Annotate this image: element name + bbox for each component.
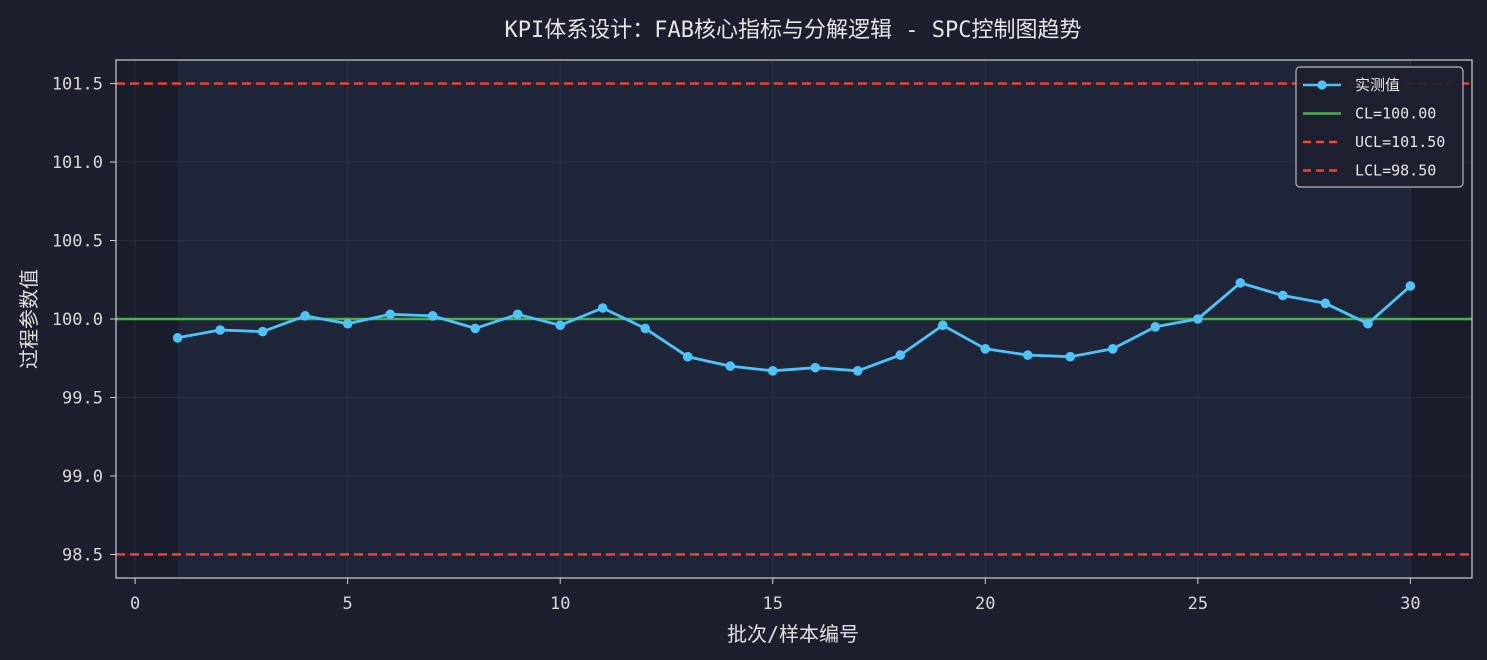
data-point xyxy=(937,320,948,331)
data-point xyxy=(257,326,268,337)
legend-marker xyxy=(1317,80,1327,90)
legend-label: LCL=98.50 xyxy=(1355,162,1436,180)
data-point xyxy=(640,323,651,334)
data-point xyxy=(980,344,991,354)
data-point xyxy=(1320,298,1331,309)
data-point xyxy=(810,362,821,373)
legend-box xyxy=(1295,66,1464,188)
x-axis-label: 批次/样本编号 xyxy=(727,622,859,646)
data-point xyxy=(1108,344,1118,354)
data-point xyxy=(895,350,906,360)
x-tick-label: 30 xyxy=(1400,594,1420,614)
x-tick-label: 0 xyxy=(130,594,140,614)
y-tick-label: 101.0 xyxy=(52,153,103,173)
data-point xyxy=(1235,278,1246,288)
y-axis-label: 过程参数值 xyxy=(17,269,41,369)
data-point xyxy=(427,311,438,321)
legend-label: 实测值 xyxy=(1355,76,1400,94)
plot-area xyxy=(115,59,1473,579)
y-tick-label: 99.5 xyxy=(62,388,103,408)
y-tick-label: 101.5 xyxy=(52,75,103,95)
data-point xyxy=(215,325,225,335)
data-point xyxy=(512,309,523,320)
data-point xyxy=(1193,314,1203,324)
data-point xyxy=(1405,281,1416,291)
y-tick-label: 98.5 xyxy=(62,545,103,565)
data-point xyxy=(342,318,353,329)
y-tick-label: 99.0 xyxy=(62,467,103,487)
y-tick-label: 100.5 xyxy=(52,232,103,252)
x-tick-label: 5 xyxy=(343,594,353,614)
x-tick-label: 25 xyxy=(1188,594,1208,614)
data-point xyxy=(1150,322,1161,332)
data-point xyxy=(1022,350,1033,360)
data-point xyxy=(555,320,566,331)
data-point xyxy=(1363,318,1373,329)
data-point xyxy=(172,333,183,343)
data-point xyxy=(385,309,395,320)
y-axis-ticks: 98.5 99.0 99.5 100.0 100.5 101.0 101.5 xyxy=(52,75,116,565)
x-tick-label: 10 xyxy=(550,594,570,614)
data-point xyxy=(300,311,310,321)
data-point xyxy=(852,366,863,376)
control-lines xyxy=(116,82,1472,556)
data-point xyxy=(767,366,778,376)
legend: 实测值 CL=100.00 UCL=101.50 LCL=98.50 xyxy=(1295,66,1464,188)
legend-label: UCL=101.50 xyxy=(1355,133,1445,151)
data-point xyxy=(1065,351,1076,362)
data-point xyxy=(470,323,480,334)
legend-label: CL=100.00 xyxy=(1355,105,1436,123)
x-tick-label: 20 xyxy=(975,594,995,614)
x-tick-label: 15 xyxy=(763,594,783,614)
data-point xyxy=(1278,290,1288,301)
data-point xyxy=(725,361,736,371)
chart-title: KPI体系设计：FAB核心指标与分解逻辑 - SPC控制图趋势 xyxy=(505,18,1082,43)
x-axis-ticks: 0 5 10 15 20 25 30 xyxy=(130,578,1421,614)
data-point xyxy=(597,303,608,313)
data-point xyxy=(682,351,693,362)
series-line xyxy=(177,281,1412,373)
series-group xyxy=(172,278,1416,376)
y-tick-label: 100.0 xyxy=(52,310,103,330)
